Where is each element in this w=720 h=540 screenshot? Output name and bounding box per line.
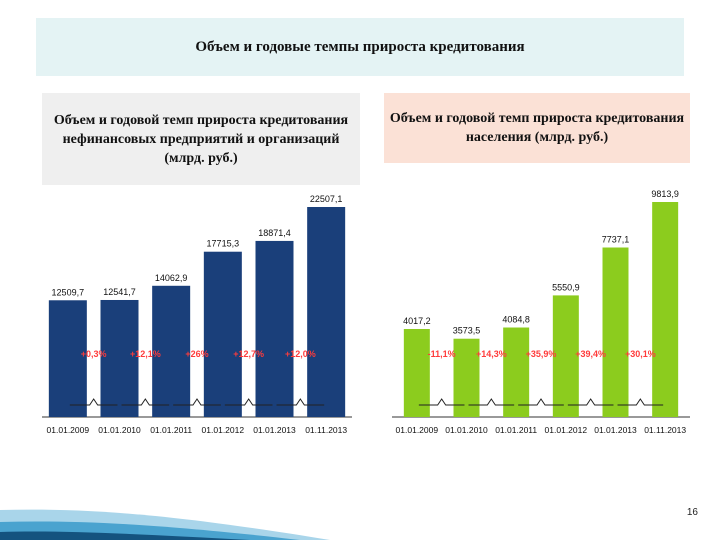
bar (203, 251, 242, 417)
x-tick-label: 01.01.2013 (253, 425, 296, 435)
bar (48, 300, 87, 417)
growth-connector (418, 398, 465, 406)
data-label: 4017,2 (403, 316, 431, 326)
page-title: Объем и годовые темпы прироста кредитова… (36, 18, 684, 76)
x-tick-label: 01.01.2010 (98, 425, 141, 435)
data-label: 22507,1 (310, 194, 343, 204)
x-tick-label: 01.01.2010 (445, 425, 488, 435)
growth-label: +0,3% (81, 349, 107, 359)
x-tick-label: 01.01.2011 (495, 425, 537, 435)
x-tick-label: 01.01.2009 (396, 425, 439, 435)
growth-label: -11,1% (428, 349, 456, 359)
data-label: 3573,5 (453, 326, 481, 336)
data-label: 17715,3 (207, 239, 240, 249)
data-label: 18871,4 (258, 228, 291, 238)
x-tick-label: 01.11.2013 (305, 425, 347, 435)
growth-connector (276, 398, 325, 406)
bar (100, 299, 139, 417)
x-tick-label: 01.01.2013 (594, 425, 637, 435)
growth-connector (567, 398, 614, 406)
bar (602, 247, 629, 417)
growth-label: +26% (185, 349, 208, 359)
growth-label: +12,1% (130, 349, 161, 359)
corner-wave-decoration (0, 509, 330, 540)
growth-connector (468, 398, 515, 406)
bar (403, 328, 430, 417)
data-label: 12509,7 (52, 287, 85, 297)
growth-connector (121, 398, 170, 406)
x-tick-label: 01.01.2011 (150, 425, 192, 435)
data-label: 14062,9 (155, 273, 188, 283)
growth-label: +39,4% (575, 349, 606, 359)
growth-label: +14,3% (476, 349, 507, 359)
right-chart-title: Объем и годовой темп прироста кредитован… (384, 93, 690, 163)
x-tick-label: 01.11.2013 (644, 425, 686, 435)
bar (307, 207, 346, 417)
data-label: 12541,7 (103, 287, 136, 297)
bar (652, 202, 679, 417)
growth-connector (69, 398, 118, 406)
page-number: 16 (686, 507, 698, 518)
growth-label: +30,1% (625, 349, 656, 359)
bar (453, 338, 480, 417)
bar (552, 295, 579, 417)
data-label: 4084,8 (502, 315, 530, 325)
corporate-credit-chart: 12509,7 01.01.2009 12541,7 01.01.2010 14062,… (42, 194, 352, 435)
data-label: 7737,1 (602, 234, 630, 244)
data-label: 5550,9 (552, 282, 580, 292)
x-tick-label: 01.01.2012 (202, 425, 245, 435)
growth-connector (518, 398, 564, 406)
bar (152, 285, 191, 417)
growth-label: +12,7% (233, 349, 264, 359)
growth-connector (224, 398, 273, 406)
growth-connector (173, 398, 221, 406)
x-tick-label: 01.01.2009 (47, 425, 90, 435)
growth-label: +35,9% (526, 349, 557, 359)
x-tick-label: 01.01.2012 (545, 425, 588, 435)
household-credit-chart: 4017,2 01.01.2009 3573,5 01.01.2010 4084,8 01… (392, 189, 690, 435)
left-chart-title: Объем и годовой темп прироста кредитован… (42, 93, 360, 185)
bar (255, 240, 294, 417)
growth-connector (617, 398, 664, 406)
bar (503, 327, 530, 417)
data-label: 9813,9 (651, 189, 679, 199)
growth-label: +12,0% (285, 349, 316, 359)
